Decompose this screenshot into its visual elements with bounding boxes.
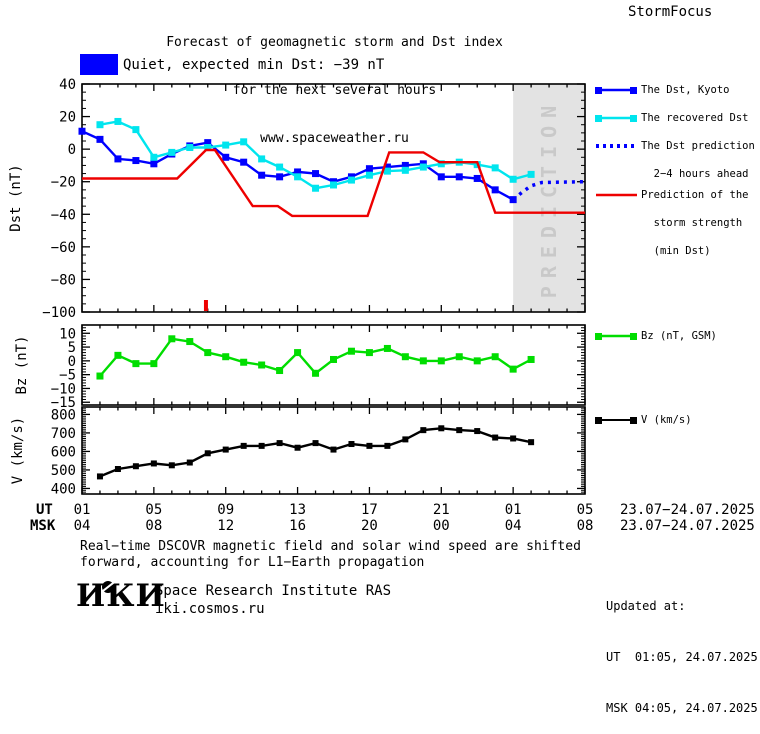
legend-recovered-dst-label: The recovered Dst xyxy=(641,112,749,124)
y-tick-label: 5 xyxy=(68,340,76,356)
satellite-icon xyxy=(102,581,114,593)
y-tick-label: 40 xyxy=(59,77,76,93)
updated-at-block: Updated at: UT 01:05, 24.07.2025 MSK 04:… xyxy=(606,564,758,734)
y-tick-label: 500 xyxy=(51,463,76,479)
iki-logo-text: ИКИ xyxy=(76,578,166,614)
legend-dst-prediction: The Dst prediction 2−4 hours ahead xyxy=(594,139,755,181)
series-the-dst-prediction-2-4-hours-ahead xyxy=(511,179,586,201)
x-tick-label: 16 xyxy=(289,518,306,534)
x-tick-label: 01 xyxy=(505,502,522,518)
institute-name: Space Research Institute RAS xyxy=(155,583,392,599)
x-tick-label: 08 xyxy=(145,518,162,534)
y-tick-label: 0 xyxy=(68,354,76,370)
y-axis-title-dst: Dst (nT) xyxy=(8,164,24,231)
y-tick-label: 10 xyxy=(59,326,76,342)
y-tick-label: 20 xyxy=(59,110,76,126)
series-prediction-of-the-storm-strength-min-dst- xyxy=(82,148,585,218)
series-v-km-s- xyxy=(99,427,532,478)
v-marker-icon xyxy=(595,417,637,424)
y-tick-label: −10 xyxy=(51,381,76,397)
y-axis-title-bz: Bz (nT) xyxy=(14,335,30,394)
legend-storm-line1: Prediction of the xyxy=(641,189,749,201)
x-tick-label: 08 xyxy=(577,518,594,534)
legend-dst-prediction-line1: The Dst prediction xyxy=(641,140,755,152)
footnote-line2: forward, accounting for L1−Earth propaga… xyxy=(80,555,425,570)
institute-site: iki.cosmos.ru xyxy=(155,601,265,617)
x-axis-labels: UT 01 05 09 13 17 21 01 05 23.07−24.07.2025 MSK 04 0… xyxy=(30,502,755,534)
y-tick-label: −100 xyxy=(42,305,76,321)
plot-dst: PREDICTION 40 20 0 −20 −40 −60 −80 −100 Dst (nT) xyxy=(8,77,586,321)
x-tick-label: 12 xyxy=(217,518,234,534)
updated-at-label: Updated at: xyxy=(606,599,686,613)
prediction-band xyxy=(513,84,585,312)
x-tick-label: 05 xyxy=(577,502,594,518)
y-tick-label: −40 xyxy=(51,207,76,223)
legend-storm-line2: storm strength xyxy=(653,217,743,229)
y-axis-title-v: V (km/s) xyxy=(10,417,26,484)
plot-v: 800 700 600 500 400 V (km/s) xyxy=(10,406,586,497)
footnote-line1: Real−time DSCOVR magnetic field and sola… xyxy=(80,539,581,554)
y-tick-label: 0 xyxy=(68,142,76,158)
x-tick-label: 00 xyxy=(433,518,450,534)
iki-logo: ИКИ xyxy=(76,581,166,612)
x-tick-label: 05 xyxy=(145,502,162,518)
x-axis-date-range: 23.07−24.07.2025 xyxy=(620,502,755,518)
legend-dst-kyoto: The Dst, Kyoto xyxy=(594,83,730,97)
title-line-3-url: www.spaceweather.ru xyxy=(260,131,409,146)
legend-bz: Bz (nT, GSM) xyxy=(594,329,717,343)
page-title: Forecast of geomagnetic storm and Dst in… xyxy=(83,3,586,163)
y-tick-label: 800 xyxy=(51,407,76,423)
x-axis-row-header: MSK xyxy=(30,518,56,534)
dst-prediction-marker-icon xyxy=(596,144,637,148)
x-axis-row-header: UT xyxy=(36,502,53,518)
y-tick-label: 700 xyxy=(51,426,76,442)
legend-v-label: V (km/s) xyxy=(641,414,692,426)
legend-storm-line3: (min Dst) xyxy=(653,245,711,257)
dst-kyoto-marker-icon xyxy=(595,87,637,94)
title-line-2: for the next several hours xyxy=(232,83,437,98)
legend-v: V (km/s) xyxy=(594,413,692,427)
legend-bz-label: Bz (nT, GSM) xyxy=(641,330,717,342)
recovered-dst-marker-icon xyxy=(595,115,637,122)
legend-dst-kyoto-label: The Dst, Kyoto xyxy=(641,84,730,96)
legend-dst-prediction-line2: 2−4 hours ahead xyxy=(653,168,749,180)
y-tick-label: 600 xyxy=(51,444,76,460)
legend-recovered-dst: The recovered Dst xyxy=(594,111,748,125)
y-tick-label: 400 xyxy=(51,481,76,497)
y-tick-label: −5 xyxy=(59,368,76,384)
legend-dst-prediction-label: The Dst prediction 2−4 hours ahead xyxy=(641,139,755,181)
x-tick-label: 04 xyxy=(74,518,91,534)
x-tick-label: 17 xyxy=(361,502,378,518)
y-tick-label: −60 xyxy=(51,240,76,256)
x-axis-date-range: 23.07−24.07.2025 xyxy=(620,518,755,534)
legend-storm-prediction: Prediction of the storm strength (min Ds… xyxy=(594,188,748,258)
storm-level-swatch xyxy=(80,54,118,75)
x-tick-label: 09 xyxy=(217,502,234,518)
updated-at-msk: MSK 04:05, 24.07.2025 xyxy=(606,701,758,715)
prediction-band-label: PREDICTION xyxy=(537,98,561,298)
x-tick-label: 20 xyxy=(361,518,378,534)
x-tick-label: 21 xyxy=(433,502,450,518)
bz-marker-icon xyxy=(595,333,637,340)
storm-prediction-marker-icon xyxy=(596,193,637,197)
x-tick-label: 13 xyxy=(289,502,306,518)
x-tick-label: 04 xyxy=(505,518,522,534)
y-tick-label: −15 xyxy=(51,395,76,411)
legend-storm-prediction-label: Prediction of the storm strength (min Ds… xyxy=(641,188,748,258)
brand-stormfocus: StormFocus xyxy=(628,4,713,20)
updated-at-ut: UT 01:05, 24.07.2025 xyxy=(606,650,758,664)
y-tick-label: −80 xyxy=(51,272,76,288)
x-tick-label: 01 xyxy=(74,502,91,518)
title-line-1: Forecast of geomagnetic storm and Dst in… xyxy=(166,35,503,50)
storm-status-text: Quiet, expected min Dst: −39 nT xyxy=(123,57,385,73)
y-tick-label: −20 xyxy=(51,175,76,191)
